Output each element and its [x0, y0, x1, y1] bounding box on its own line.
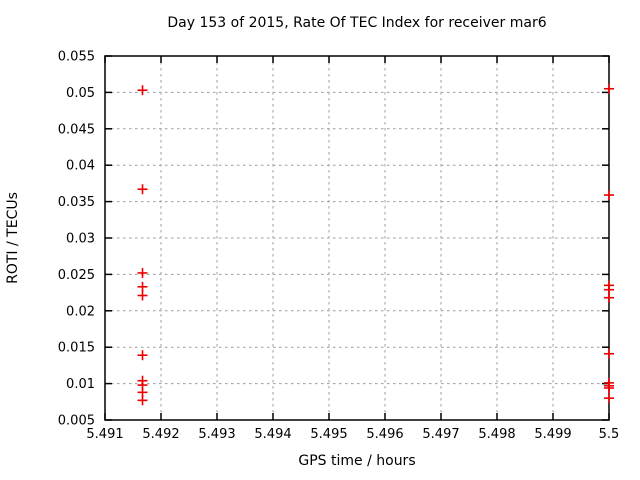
chart-title: Day 153 of 2015, Rate Of TEC Index for r…: [167, 15, 546, 31]
x-tick-label: 5.497: [422, 427, 459, 442]
y-tick-label: 0.045: [58, 122, 95, 137]
y-tick-label: 0.05: [66, 86, 95, 101]
x-axis-label: GPS time / hours: [298, 453, 415, 469]
data-point-marker: [604, 348, 614, 359]
data-point-marker: [137, 281, 148, 292]
data-point-marker: [604, 393, 614, 404]
data-series: [137, 83, 614, 406]
y-axis-label: ROTI / TECUs: [5, 192, 21, 284]
data-point-marker: [137, 85, 148, 96]
y-tick-label: 0.03: [66, 232, 95, 247]
y-tick-label: 0.035: [58, 195, 95, 210]
x-tick-label: 5.5: [599, 427, 620, 442]
x-tick-label: 5.491: [86, 427, 123, 442]
x-tick-label: 5.495: [310, 427, 347, 442]
series-roti: [137, 83, 614, 406]
x-tick-label: 5.496: [366, 427, 403, 442]
data-point-marker: [137, 350, 148, 361]
data-point-marker: [604, 292, 614, 303]
data-point-marker: [137, 267, 148, 278]
data-point-marker: [137, 184, 148, 195]
x-tick-label: 5.499: [534, 427, 571, 442]
x-tick-label: 5.494: [254, 427, 291, 442]
x-tick-label: 5.498: [478, 427, 515, 442]
plot-border: [104, 55, 610, 421]
x-tick-label: 5.493: [198, 427, 235, 442]
data-point-marker: [137, 395, 148, 406]
y-tick-label: 0.055: [58, 50, 95, 65]
grid: [105, 56, 609, 420]
data-point-marker: [604, 83, 614, 94]
y-tick-label: 0.04: [66, 159, 95, 174]
y-tick-label: 0.005: [58, 414, 95, 429]
tick-labels: 5.491 5.492 5.493 5.494 5.495 5.496 5.497 5.498…: [58, 50, 620, 443]
y-tick-label: 0.015: [58, 341, 95, 356]
y-tick-label: 0.025: [58, 268, 95, 283]
data-point-marker: [604, 190, 614, 201]
data-point-marker: [137, 290, 148, 301]
x-tick-label: 5.492: [142, 427, 179, 442]
y-tick-label: 0.02: [66, 304, 95, 319]
data-point-marker: [604, 382, 614, 393]
y-tick-label: 0.01: [66, 377, 95, 392]
